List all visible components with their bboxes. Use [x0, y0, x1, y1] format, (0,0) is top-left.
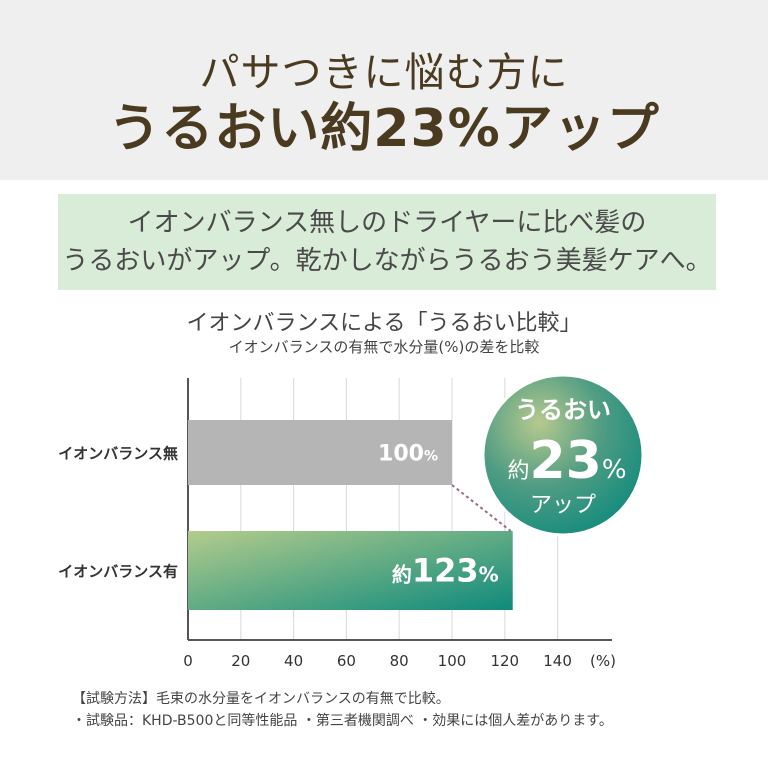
data-label-value: 100 [378, 442, 424, 467]
category-label: イオンバランス有 [58, 563, 178, 581]
x-tick-label: 80 [390, 652, 409, 670]
headline-main: うるおい約23%アップ [108, 99, 660, 159]
intro-line-2: うるおいがアップ。乾かしながらうるおう美髪ケアへ。 [62, 246, 712, 276]
category-label: イオンバランス無 [58, 445, 178, 463]
headline-sub: パサつきに悩む方に [199, 50, 569, 96]
data-label-unit: % [479, 563, 499, 587]
callout-value: 約23% [507, 431, 626, 491]
connector-line [451, 484, 512, 532]
x-tick-label: 60 [337, 652, 356, 670]
bar-1 [188, 420, 452, 485]
callout-line1: うるおい [515, 396, 611, 424]
callout-circle [481, 373, 645, 537]
callout-line3: アップ [530, 493, 596, 518]
data-label: 100% [378, 442, 438, 467]
header-banner: パサつきに悩む方に うるおい約23%アップ [0, 0, 768, 180]
callout-prefix: 約 [507, 459, 529, 484]
note-line-2: ・試験品：KHD-B500と同等性能品 ・第三者機関調べ ・効果には個人差があり… [72, 713, 613, 729]
bar-2 [188, 531, 513, 610]
x-tick-label: 0 [183, 652, 193, 670]
test-notes: 【試験方法】毛束の水分量をイオンバランスの有無で比較。 ・試験品：KHD-B50… [72, 688, 613, 732]
x-tick-label: 100 [438, 652, 467, 670]
callout-unit: % [602, 455, 627, 485]
data-label: 約123% [392, 552, 499, 590]
x-tick-label: 120 [490, 652, 519, 670]
x-unit-label: (%) [590, 652, 616, 670]
callout-number: 23 [529, 431, 601, 491]
data-label-value: 123 [412, 552, 479, 590]
chart-title: イオンバランスによる「うるおい比較」 [186, 311, 582, 336]
intro-box: イオンバランス無しのドライヤーに比べ髪の うるおいがアップ。乾かしながらうるおう… [58, 194, 716, 290]
data-label-unit: % [424, 449, 438, 465]
x-tick-label: 20 [231, 652, 250, 670]
intro-line-1: イオンバランス無しのドライヤーに比べ髪の [127, 208, 647, 238]
chart-subtitle: イオンバランスの有無で水分量(%)の差を比較 [228, 338, 540, 356]
x-tick-label: 140 [543, 652, 572, 670]
data-label-prefix: 約 [392, 563, 412, 587]
note-line-1: 【試験方法】毛束の水分量をイオンバランスの有無で比較。 [72, 691, 450, 707]
x-tick-label: 40 [284, 652, 303, 670]
